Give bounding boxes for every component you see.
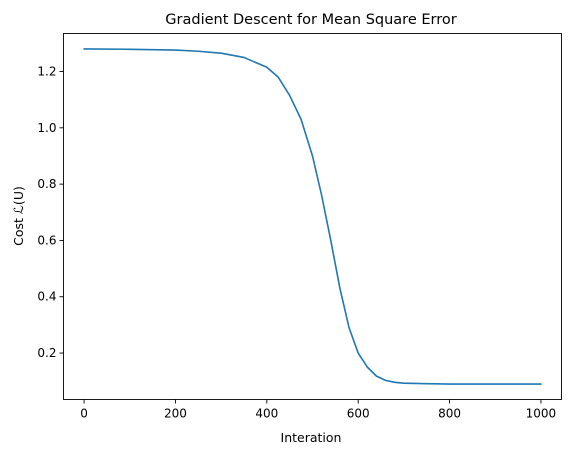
y-tick-label: 1.2 [37,65,56,79]
y-tick-label: 0.4 [37,290,56,304]
x-tick-label: 1000 [526,407,557,421]
series-layer [83,48,542,385]
y-tick-label: 0.6 [37,233,56,247]
x-tick-label: 800 [438,407,461,421]
y-axis-label: Cost ℒ(U) [11,186,26,246]
y-tick-label: 0.2 [37,346,56,360]
x-axis-label: Interation [281,430,342,445]
series-line-0 [83,48,542,385]
plot-area [63,33,562,400]
x-tick-label: 600 [347,407,370,421]
x-axis: 0 200 400 600 800 1000 [80,399,557,421]
y-axis: 0.2 0.4 0.6 0.8 1.0 1.2 [37,65,64,360]
x-tick-label: 0 [80,407,88,421]
plot-frame [63,33,562,400]
x-tick-label: 400 [255,407,278,421]
y-tick-label: 0.8 [37,177,56,191]
chart-title: Gradient Descent for Mean Square Error [165,12,456,28]
y-tick-label: 1.0 [37,121,56,135]
x-tick-label: 200 [164,407,187,421]
